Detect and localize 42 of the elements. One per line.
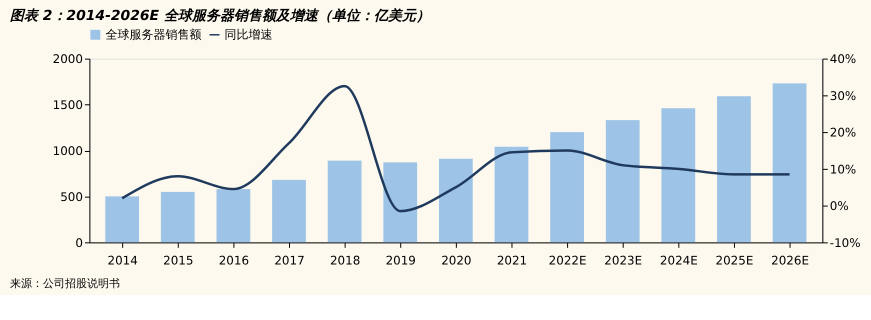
bar — [272, 180, 306, 242]
x-tick-label: 2016 — [218, 254, 250, 268]
y2-tick-label: 10% — [830, 162, 856, 176]
bar — [606, 120, 640, 242]
y2-tick-label: 40% — [830, 52, 856, 66]
legend-label: 全球服务器销售额 — [105, 28, 202, 42]
bar — [550, 132, 584, 242]
x-tick-label: 2021 — [496, 254, 528, 268]
y-tick-label: 1500 — [52, 98, 83, 112]
x-tick-label: 2020 — [441, 254, 472, 268]
chart-title: 图表 2：2014-2026E 全球服务器销售额及增速（单位：亿美元） — [10, 6, 430, 24]
y2-tick-label: 30% — [830, 88, 856, 103]
y-tick-label: 2000 — [52, 52, 83, 66]
y2-tick-label: -10% — [830, 236, 861, 250]
bar — [328, 160, 362, 242]
x-tick-label: 2014 — [108, 254, 138, 268]
x-tick-label: 2015 — [163, 254, 194, 268]
y-tick-label: 500 — [60, 190, 83, 204]
bar — [438, 158, 473, 242]
y2-tick-label: 0% — [830, 199, 849, 214]
bar — [216, 189, 250, 242]
line-series — [120, 84, 791, 212]
x-tick-label: 2022E — [548, 254, 587, 268]
y-tick-label: 0 — [75, 236, 83, 250]
bar — [383, 162, 418, 242]
source-note: 来源：公司招股说明书 — [10, 277, 120, 290]
bar — [105, 196, 140, 242]
x-tick-label: 2026E — [771, 254, 809, 268]
x-tick-label: 2025E — [716, 254, 754, 268]
bar — [661, 108, 696, 242]
x-tick-label: 2017 — [274, 254, 305, 268]
legend-label: 同比增速 — [224, 28, 272, 42]
bar — [494, 146, 528, 242]
x-tick-label: 2024E — [660, 254, 698, 268]
x-tick-label: 2018 — [330, 254, 360, 268]
x-tick-label: 2023E — [604, 254, 642, 268]
bar — [717, 96, 751, 242]
y-tick-label: 1000 — [52, 144, 83, 158]
y2-tick-label: 20% — [830, 126, 856, 140]
x-tick-label: 2019 — [386, 254, 416, 268]
bar — [772, 83, 806, 242]
bar — [160, 192, 195, 242]
